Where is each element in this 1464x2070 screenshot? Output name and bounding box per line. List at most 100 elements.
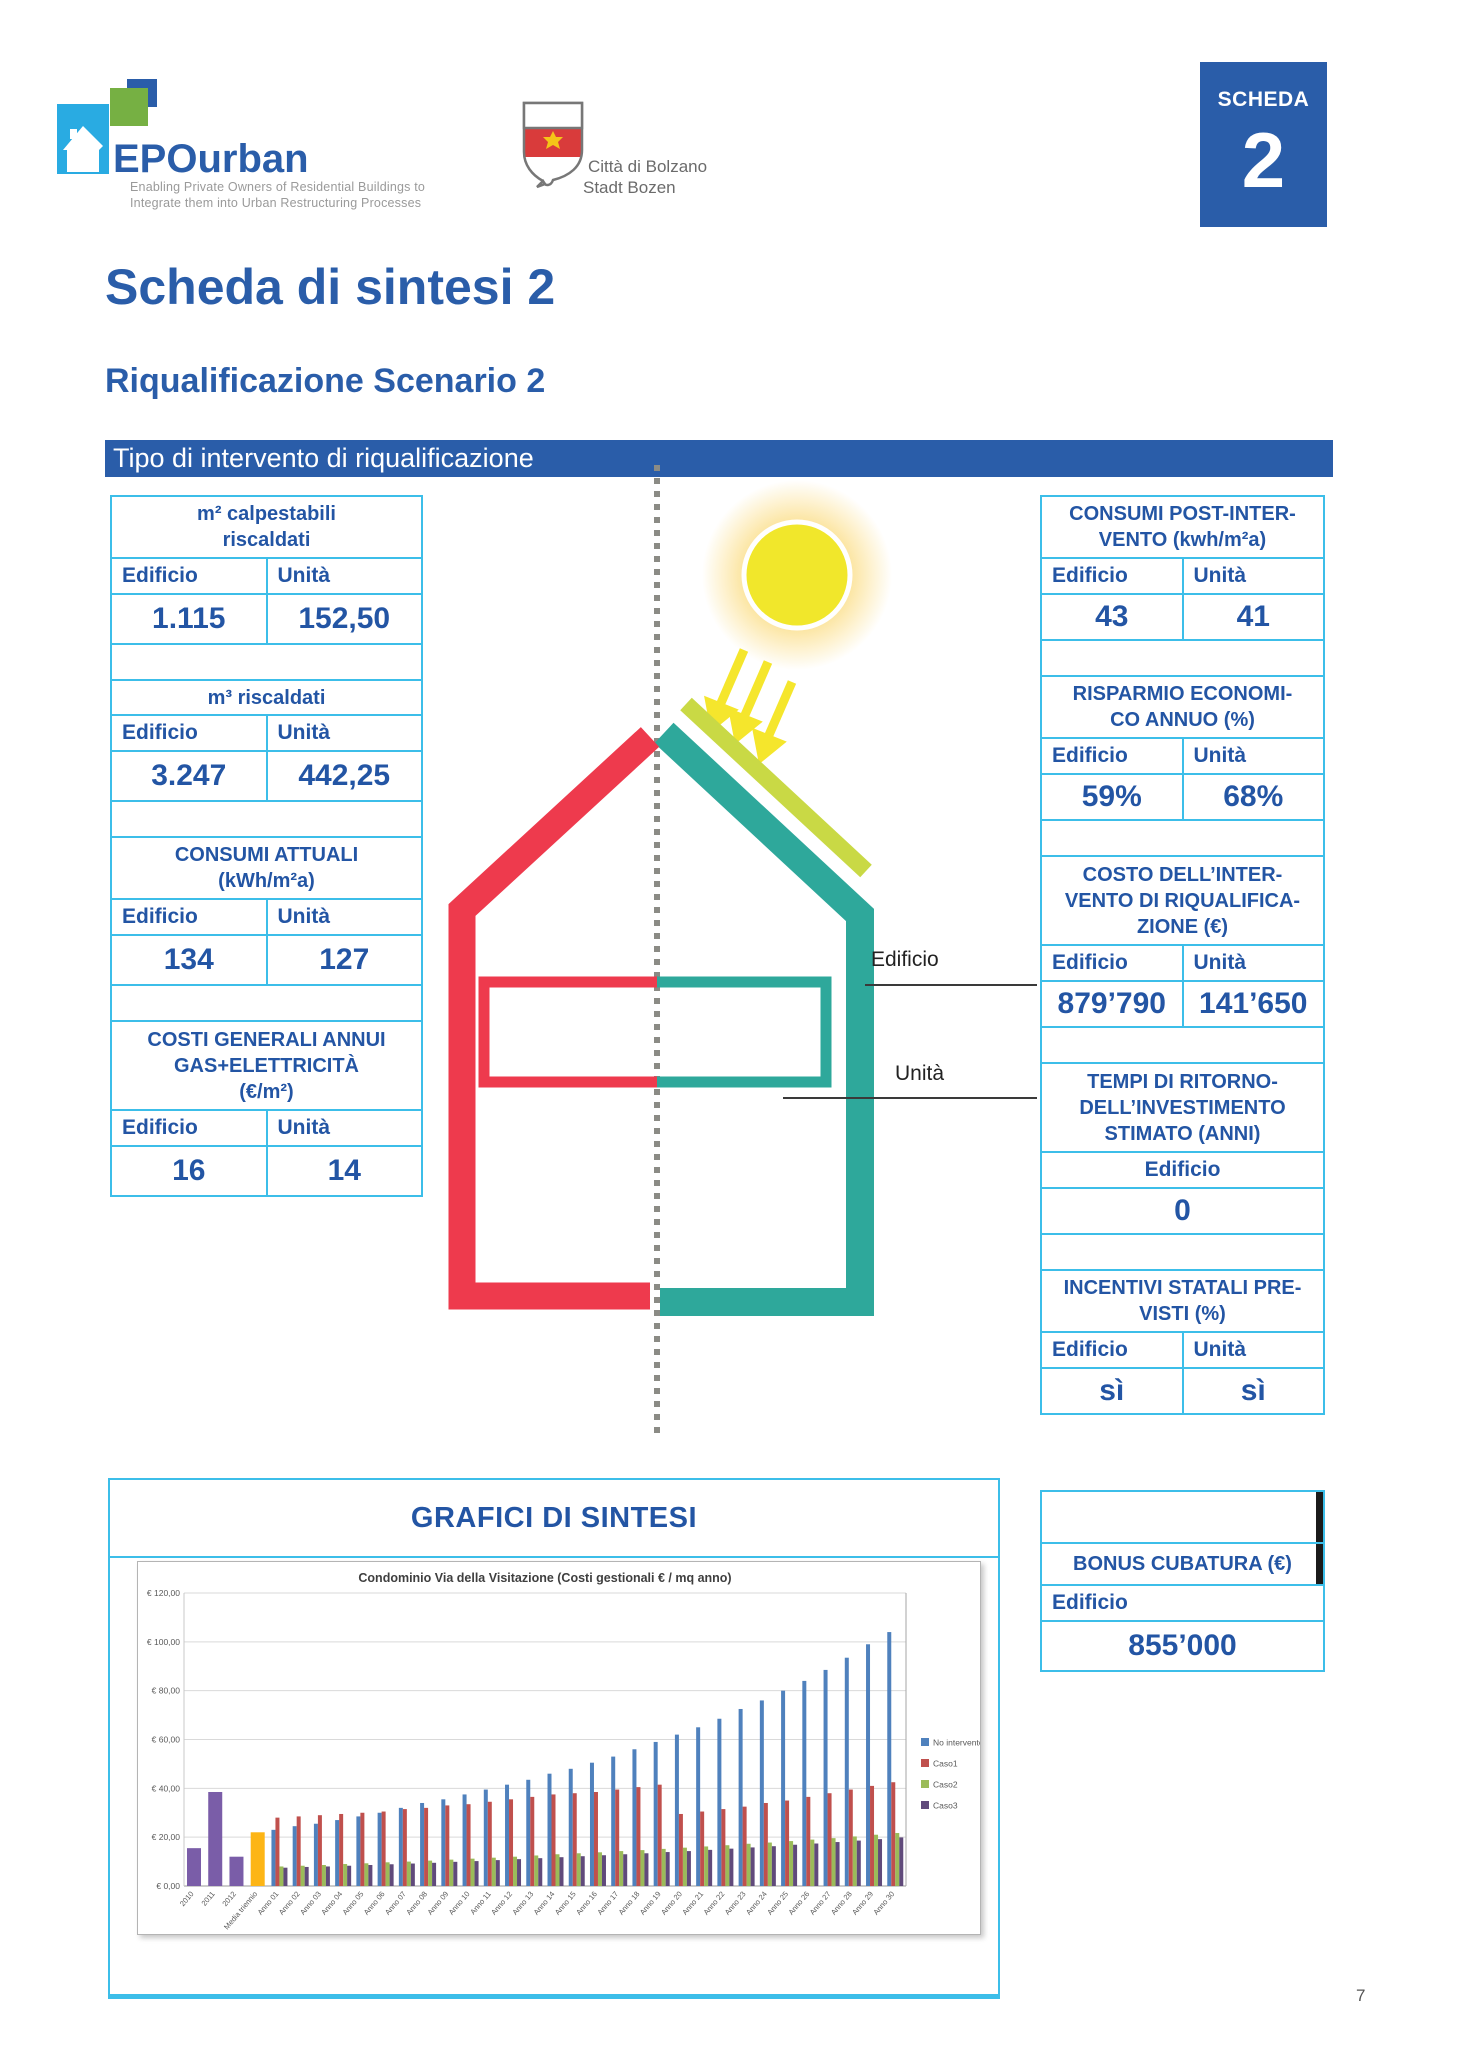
table-title-line: VENTO DI RIQUALIFICA-: [1064, 889, 1301, 912]
table-value-row: 0: [1040, 1187, 1325, 1235]
column-header: Edificio: [1144, 1158, 1221, 1181]
epourban-bracket-icon: [127, 79, 157, 107]
table-value: 127: [265, 936, 422, 984]
table-value: sì: [1099, 1374, 1125, 1407]
bar-Anno 14-No intervento: [547, 1773, 552, 1886]
bar-Anno 18-Caso2: [640, 1850, 645, 1886]
column-header: Edificio: [122, 1116, 198, 1139]
bar-Anno 20-Caso2: [682, 1847, 687, 1886]
bar-Anno 24-No intervento: [759, 1700, 764, 1886]
bar-Anno 28-Caso1: [848, 1789, 853, 1886]
bar-Anno 15-Caso3: [580, 1856, 585, 1886]
bar-Anno 30-Caso3: [899, 1837, 904, 1886]
table-value: 16: [172, 1154, 206, 1187]
bar-Anno 25-Caso2: [789, 1841, 794, 1886]
bar-Anno 16-Caso1: [593, 1791, 598, 1886]
table-title-line: TEMPI DI RITORNO-: [1087, 1070, 1278, 1093]
table-title-row: COSTI GENERALI ANNUI GAS+ELETTRICITÀ (€/m²…: [110, 1020, 423, 1111]
bar-Anno 29-Caso1: [870, 1785, 875, 1886]
unita-callout-line: [783, 1097, 1037, 1099]
bar-Anno 15-Caso1: [572, 1793, 577, 1886]
x-tick-label: Anno 25: [765, 1890, 790, 1917]
legend-swatch-Caso2: [921, 1780, 929, 1788]
x-tick-label: 2010: [178, 1890, 196, 1909]
bonus-value-row: 855’000: [1040, 1620, 1325, 1672]
table-value-row: 16 14: [110, 1145, 423, 1197]
x-tick-label: Anno 17: [595, 1890, 620, 1917]
bar-Anno 12-No intervento: [505, 1784, 510, 1886]
page-subtitle: Riqualificazione Scenario 2: [105, 362, 546, 400]
bar-Anno 02-Caso3: [304, 1866, 309, 1886]
bar-Anno 05-Caso3: [368, 1865, 373, 1886]
table-title: COSTI GENERALI ANNUI GAS+ELETTRICITÀ (€/m²…: [112, 1022, 421, 1109]
column-header: Edificio: [122, 564, 198, 587]
table-value-row: 3.247 442,25: [110, 750, 423, 802]
bar-Anno 12-Caso3: [517, 1859, 522, 1886]
table-title-line: RISPARMIO ECONOMI-: [1072, 683, 1293, 705]
column-header: Edificio: [1052, 564, 1128, 587]
table-title-line: DELL’INVESTIMENTO: [1079, 1096, 1286, 1119]
x-tick-label: Anno 14: [532, 1890, 557, 1917]
x-tick-label: Anno 16: [574, 1890, 599, 1917]
bar-Anno 27-No intervento: [823, 1669, 828, 1886]
column-header: Unità: [1181, 559, 1324, 593]
scheda-badge-number: 2: [1241, 116, 1286, 204]
bar-Anno 05-Caso1: [360, 1812, 365, 1886]
bolzano-name-de: Stadt Bozen: [583, 178, 676, 197]
bar-Anno 21-Caso3: [708, 1849, 713, 1886]
bar-Anno 12-Caso1: [509, 1799, 514, 1886]
section-bar-label: Tipo di intervento di riqualificazione: [113, 443, 534, 473]
column-header: Unità: [1181, 1333, 1324, 1367]
table-value: 41: [1181, 595, 1324, 639]
bar-Anno 10-Caso3: [474, 1861, 479, 1886]
table-value-row: 59% 68%: [1040, 773, 1325, 821]
bolzano-star-icon: [543, 131, 563, 149]
table-spacer-row: [110, 800, 423, 838]
x-tick-label: Anno 21: [680, 1890, 705, 1917]
table-title: INCENTIVI STATALI PRE- VISTI (%): [1042, 1271, 1323, 1331]
table-header-row: Edificio Unità: [1040, 944, 1325, 982]
bar-Anno 09-Caso1: [445, 1805, 450, 1886]
bar-Anno 07-Caso1: [402, 1809, 407, 1886]
table-header-row: Edificio Unità: [110, 714, 423, 752]
epourban-wordmark: EPOurban: [113, 137, 309, 181]
table-title-line: VISTI (%): [1139, 1303, 1226, 1325]
table-value: 3.247: [151, 759, 227, 792]
table-title-line: m² calpestabili: [197, 503, 336, 525]
sun-ray-arrows-icon: [704, 648, 797, 765]
table-title-line: m³ riscaldati: [207, 686, 326, 709]
bar-Anno 24-Caso3: [771, 1846, 776, 1886]
bar-Anno 14-Caso3: [559, 1857, 564, 1886]
table-title-row: COSTO DELL’INTER- VENTO DI RIQUALIFICA- ZI…: [1040, 855, 1325, 946]
table-spacer-row: [1040, 1233, 1325, 1271]
table-header-row: Edificio: [1040, 1151, 1325, 1189]
right-data-tables: CONSUMI POST-INTER- VENTO (kwh/m²a) Edific…: [1040, 495, 1325, 1415]
page-title: Scheda di sintesi 2: [105, 259, 556, 315]
bar-Anno 27-Caso1: [827, 1793, 832, 1886]
y-tick-label: € 0,00: [156, 1881, 180, 1891]
bar-Anno 26-No intervento: [802, 1680, 807, 1886]
bar-Anno 09-No intervento: [441, 1799, 446, 1886]
bar-Anno 17-Caso3: [623, 1854, 628, 1886]
scheda-badge: SCHEDA 2: [1200, 62, 1327, 227]
table-spacer-row: [1040, 1026, 1325, 1064]
table-title: RISPARMIO ECONOMI- CO ANNUO (%): [1042, 677, 1323, 737]
bar-Anno 18-No intervento: [632, 1749, 637, 1886]
legend-swatch-Caso3: [921, 1801, 929, 1809]
bolzano-crest-icon: [522, 101, 584, 189]
table-title: CONSUMI ATTUALI (kWh/m²a): [112, 838, 421, 898]
table-header-row: Edificio Unità: [110, 557, 423, 595]
bar-Anno 17-Caso2: [619, 1851, 624, 1886]
inner-unit-right: [657, 976, 832, 1088]
table-header-row: Edificio Unità: [1040, 1331, 1325, 1369]
column-header: Unità: [265, 559, 422, 593]
table-value: 1.115: [152, 602, 226, 635]
bar-Anno 12-Caso2: [513, 1856, 518, 1886]
bar-Anno 23-Caso1: [742, 1806, 747, 1886]
table-value: 152,50: [265, 595, 422, 643]
bar-Anno 28-Caso2: [852, 1836, 857, 1886]
table-title-line: (kWh/m²a): [218, 870, 315, 892]
bar-Anno 22-Caso2: [725, 1845, 730, 1886]
legend-swatch-No intervento: [921, 1738, 929, 1746]
